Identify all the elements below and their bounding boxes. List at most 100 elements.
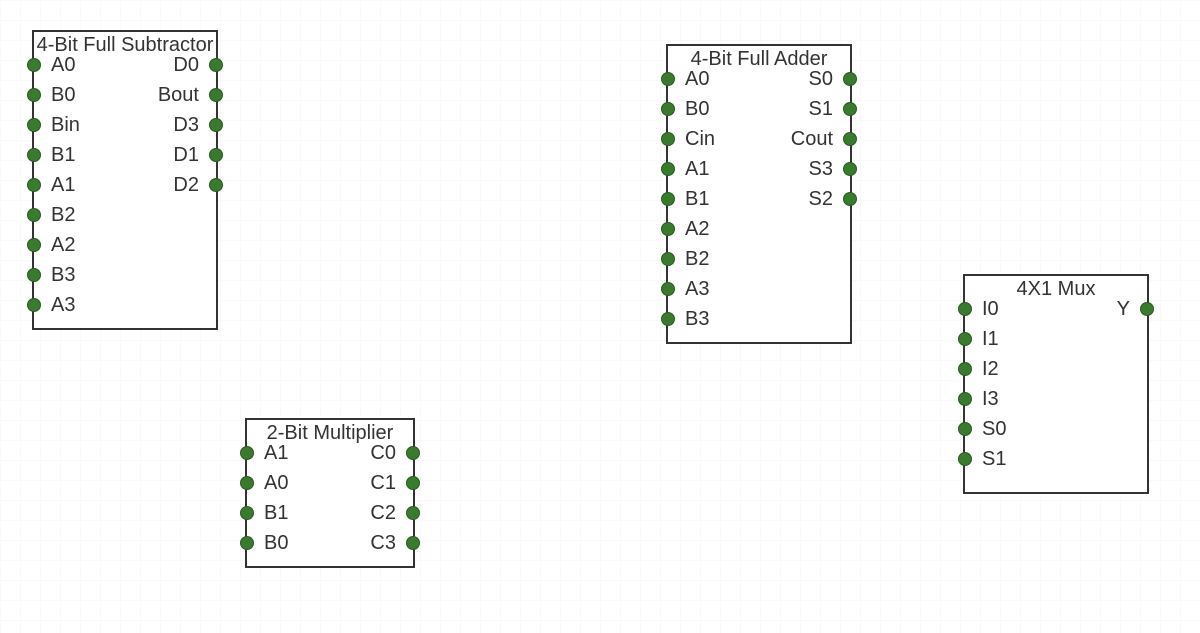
- pin-subtractor-in-b2[interactable]: B2: [27, 204, 75, 226]
- pin-label: D2: [173, 174, 199, 197]
- pin-subtractor-in-b0[interactable]: B0: [27, 84, 75, 106]
- pin-label: B0: [51, 84, 75, 107]
- pin-label: B0: [264, 532, 288, 555]
- pin-dot-icon: [406, 476, 420, 490]
- pin-subtractor-out-d1[interactable]: D1: [173, 144, 223, 166]
- pin-adder-in-a1[interactable]: A1: [661, 158, 709, 180]
- pin-adder-in-a3[interactable]: A3: [661, 278, 709, 300]
- pin-label: S1: [809, 98, 833, 121]
- block-mux[interactable]: 4X1 MuxI0I1I2I3S0S1Y: [963, 274, 1149, 494]
- pin-label: I1: [982, 328, 999, 351]
- pin-dot-icon: [958, 422, 972, 436]
- pin-subtractor-in-a1[interactable]: A1: [27, 174, 75, 196]
- pin-adder-out-cout[interactable]: Cout: [791, 128, 857, 150]
- pin-multiplier-in-b0[interactable]: B0: [240, 532, 288, 554]
- pin-adder-in-b3[interactable]: B3: [661, 308, 709, 330]
- pin-label: B1: [51, 144, 75, 167]
- pin-subtractor-out-d2[interactable]: D2: [173, 174, 223, 196]
- block-subtractor[interactable]: 4-Bit Full SubtractorA0B0BinB1A1B2A2B3A3…: [32, 30, 218, 330]
- pin-label: B2: [51, 204, 75, 227]
- pin-dot-icon: [843, 132, 857, 146]
- pin-multiplier-in-a0[interactable]: A0: [240, 472, 288, 494]
- pin-adder-out-s3[interactable]: S3: [809, 158, 857, 180]
- pin-adder-in-cin[interactable]: Cin: [661, 128, 715, 150]
- block-adder[interactable]: 4-Bit Full AdderA0B0CinA1B1A2B2A3B3S0S1C…: [666, 44, 852, 344]
- pin-label: A0: [51, 54, 75, 77]
- pin-adder-in-b0[interactable]: B0: [661, 98, 709, 120]
- pin-subtractor-out-d3[interactable]: D3: [173, 114, 223, 136]
- pin-dot-icon: [27, 268, 41, 282]
- pin-mux-in-i2[interactable]: I2: [958, 358, 999, 380]
- pin-adder-in-a0[interactable]: A0: [661, 68, 709, 90]
- pin-label: A1: [51, 174, 75, 197]
- pin-adder-out-s0[interactable]: S0: [809, 68, 857, 90]
- pin-label: A1: [685, 158, 709, 181]
- pin-label: B2: [685, 248, 709, 271]
- pin-multiplier-in-a1[interactable]: A1: [240, 442, 288, 464]
- pin-adder-out-s1[interactable]: S1: [809, 98, 857, 120]
- pin-dot-icon: [661, 192, 675, 206]
- pin-label: Bin: [51, 114, 80, 137]
- pin-subtractor-in-a3[interactable]: A3: [27, 294, 75, 316]
- pin-subtractor-out-bout[interactable]: Bout: [158, 84, 223, 106]
- pin-label: Cout: [791, 128, 833, 151]
- pin-subtractor-out-d0[interactable]: D0: [173, 54, 223, 76]
- pin-label: S2: [809, 188, 833, 211]
- pin-adder-in-a2[interactable]: A2: [661, 218, 709, 240]
- pin-dot-icon: [661, 132, 675, 146]
- pin-dot-icon: [240, 536, 254, 550]
- pin-multiplier-out-c3[interactable]: C3: [370, 532, 420, 554]
- pin-mux-in-s0[interactable]: S0: [958, 418, 1006, 440]
- pin-label: B0: [685, 98, 709, 121]
- circuit-canvas[interactable]: { "canvas": { "width": 1200, "height": 6…: [0, 0, 1200, 633]
- pin-label: B1: [685, 188, 709, 211]
- pin-multiplier-out-c1[interactable]: C1: [370, 472, 420, 494]
- pin-mux-in-i0[interactable]: I0: [958, 298, 999, 320]
- pin-label: C3: [370, 532, 396, 555]
- pin-mux-in-i1[interactable]: I1: [958, 328, 999, 350]
- pin-dot-icon: [209, 178, 223, 192]
- pin-dot-icon: [843, 102, 857, 116]
- pin-dot-icon: [661, 282, 675, 296]
- pin-subtractor-in-b3[interactable]: B3: [27, 264, 75, 286]
- pin-dot-icon: [209, 148, 223, 162]
- pin-label: C2: [370, 502, 396, 525]
- pin-dot-icon: [209, 118, 223, 132]
- pin-dot-icon: [661, 102, 675, 116]
- pin-adder-out-s2[interactable]: S2: [809, 188, 857, 210]
- pin-dot-icon: [661, 72, 675, 86]
- pin-mux-in-i3[interactable]: I3: [958, 388, 999, 410]
- pin-dot-icon: [209, 88, 223, 102]
- pin-label: S0: [809, 68, 833, 91]
- pin-label: Bout: [158, 84, 199, 107]
- pin-subtractor-in-a2[interactable]: A2: [27, 234, 75, 256]
- pin-label: D0: [173, 54, 199, 77]
- pin-subtractor-in-b1[interactable]: B1: [27, 144, 75, 166]
- pin-label: Y: [1117, 298, 1130, 321]
- pin-mux-in-s1[interactable]: S1: [958, 448, 1006, 470]
- pin-multiplier-in-b1[interactable]: B1: [240, 502, 288, 524]
- pin-label: D3: [173, 114, 199, 137]
- pin-dot-icon: [958, 392, 972, 406]
- pin-label: S0: [982, 418, 1006, 441]
- pin-dot-icon: [240, 506, 254, 520]
- pin-subtractor-in-bin[interactable]: Bin: [27, 114, 80, 136]
- pin-label: S1: [982, 448, 1006, 471]
- pin-multiplier-out-c0[interactable]: C0: [370, 442, 420, 464]
- pin-label: A3: [51, 294, 75, 317]
- block-multiplier[interactable]: 2-Bit MultiplierA1A0B1B0C0C1C2C3: [245, 418, 415, 568]
- pin-label: B1: [264, 502, 288, 525]
- pin-subtractor-in-a0[interactable]: A0: [27, 54, 75, 76]
- pin-dot-icon: [958, 332, 972, 346]
- pin-adder-in-b2[interactable]: B2: [661, 248, 709, 270]
- pin-adder-in-b1[interactable]: B1: [661, 188, 709, 210]
- pin-label: A0: [264, 472, 288, 495]
- pin-multiplier-out-c2[interactable]: C2: [370, 502, 420, 524]
- pin-dot-icon: [27, 298, 41, 312]
- pin-dot-icon: [27, 178, 41, 192]
- pin-dot-icon: [406, 506, 420, 520]
- pin-mux-out-y[interactable]: Y: [1117, 298, 1154, 320]
- pin-dot-icon: [661, 312, 675, 326]
- pin-label: C1: [370, 472, 396, 495]
- pin-dot-icon: [27, 88, 41, 102]
